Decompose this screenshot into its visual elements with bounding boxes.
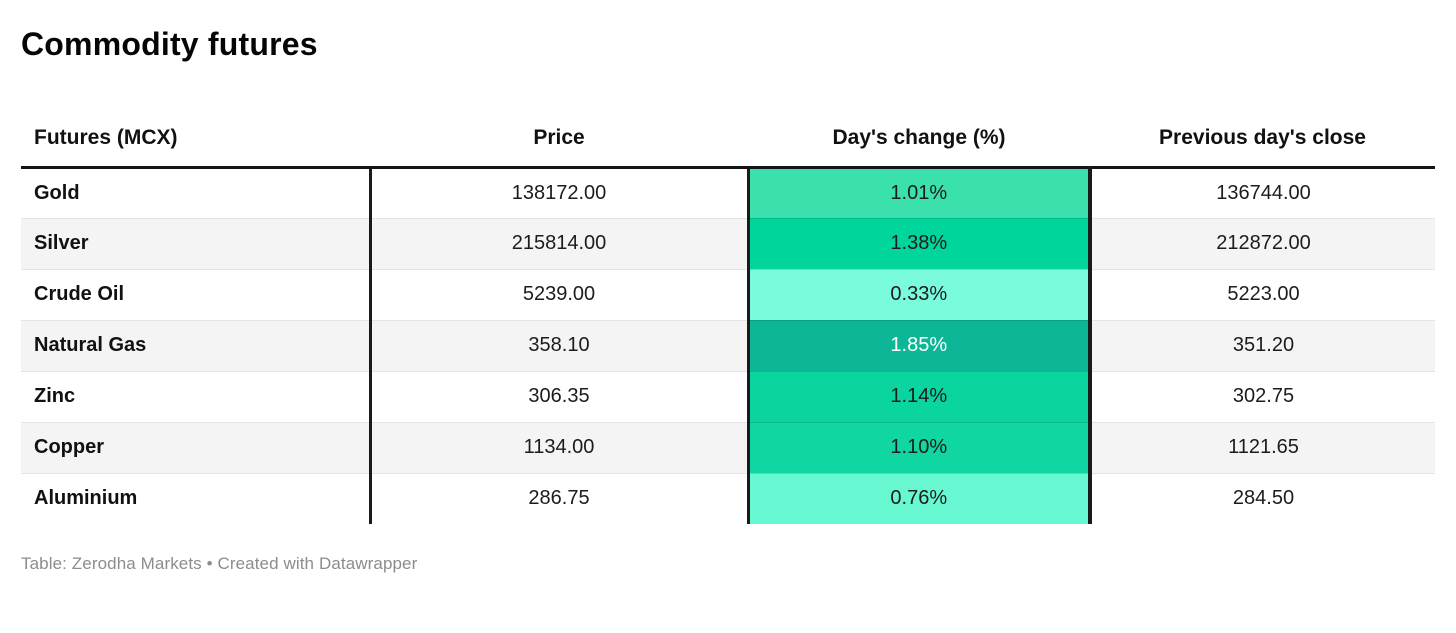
chart-title: Commodity futures bbox=[21, 26, 318, 62]
days-change-cell: 1.14% bbox=[746, 370, 1092, 422]
price-cell: 138172.00 bbox=[511, 181, 607, 204]
price-cell: 286.75 bbox=[370, 472, 748, 524]
days-change-cell: 0.76% bbox=[746, 472, 1092, 524]
days-change-cell: 0.33% bbox=[746, 268, 1092, 320]
datawrapper-table-chart: Commodity futures Futures (MCX) Price Da… bbox=[0, 24, 1456, 574]
futures-name-cell: Silver bbox=[21, 217, 372, 269]
days-change-cell: 1.10% bbox=[746, 421, 1092, 473]
table-row: Natural Gas 358.10 1.85% 351.20 bbox=[21, 319, 1435, 371]
column-header-prev-close: Previous day's close bbox=[1090, 64, 1435, 169]
table-body: Gold 138172.00 1.01% 136744.00 Silver 215814.… bbox=[21, 167, 1435, 524]
table-row: Aluminium 286.75 0.76% 284.50 bbox=[21, 472, 1435, 524]
price-cell: 5239.00 bbox=[370, 268, 748, 320]
prev-close-cell: 5223.00 bbox=[1090, 268, 1435, 320]
price-cell: 306.35 bbox=[370, 370, 748, 422]
futures-name-cell: Aluminium bbox=[21, 472, 372, 524]
column-header-price: Price bbox=[370, 64, 748, 169]
price-cell: 358.10 bbox=[370, 319, 748, 371]
table-header: Futures (MCX) Price Day's change (%) Pre… bbox=[21, 64, 1435, 169]
futures-name-cell: Natural Gas bbox=[21, 319, 372, 371]
prev-close-cell: 302.75 bbox=[1090, 370, 1435, 422]
commodity-futures-table: Futures (MCX) Price Day's change (%) Pre… bbox=[21, 64, 1435, 524]
table-row: Copper 1134.00 1.10% 1121.65 bbox=[21, 421, 1435, 473]
futures-name-cell: Gold bbox=[21, 167, 372, 218]
futures-name-cell: Crude Oil bbox=[21, 268, 372, 320]
table-row: Zinc 306.35 1.14% 302.75 bbox=[21, 370, 1435, 422]
prev-close-cell: 284.50 bbox=[1090, 472, 1435, 524]
prev-close-cell: 136744.00 bbox=[1216, 181, 1311, 204]
days-change-cell: 1.85% bbox=[746, 319, 1092, 371]
price-cell: 215814.00 bbox=[370, 217, 748, 269]
prev-close-cell: 351.20 bbox=[1090, 319, 1435, 371]
table-row: Silver 215814.00 1.38% 212872.00 bbox=[21, 217, 1435, 269]
source-attribution: Table: Zerodha Markets • Created with Da… bbox=[21, 554, 418, 573]
table-row: Crude Oil 5239.00 0.33% 5223.00 bbox=[21, 268, 1435, 320]
prev-close-cell: 212872.00 bbox=[1090, 217, 1435, 269]
futures-name-cell: Copper bbox=[21, 421, 372, 473]
table-row: Gold 138172.00 1.01% 136744.00 bbox=[21, 167, 1435, 218]
futures-name-cell: Zinc bbox=[21, 370, 372, 422]
days-change-cell: 1.01% bbox=[746, 167, 1092, 218]
column-header-days-change: Day's change (%) bbox=[748, 64, 1090, 169]
column-header-futures: Futures (MCX) bbox=[21, 64, 370, 169]
prev-close-cell: 1121.65 bbox=[1090, 421, 1435, 473]
days-change-cell: 1.38% bbox=[746, 217, 1092, 269]
price-cell: 1134.00 bbox=[370, 421, 748, 473]
